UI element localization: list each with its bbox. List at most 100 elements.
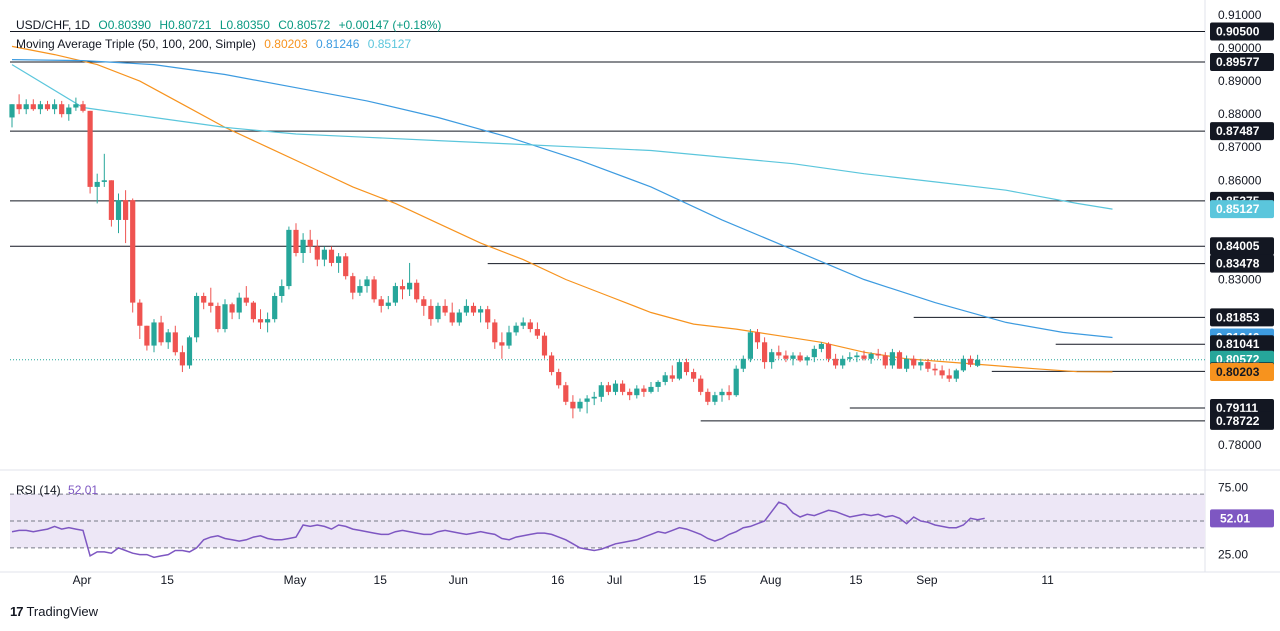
candle-body bbox=[598, 385, 604, 397]
price-level-label: 0.87487 bbox=[1216, 124, 1260, 138]
candle bbox=[407, 262, 413, 296]
price-level-tag: 0.87487 bbox=[1210, 122, 1274, 141]
candle bbox=[421, 295, 427, 316]
candle-body bbox=[534, 329, 540, 336]
candle-body bbox=[151, 322, 157, 346]
candle-body bbox=[236, 297, 242, 313]
candle bbox=[236, 292, 242, 320]
price-level-label: 0.80203 bbox=[1216, 365, 1260, 379]
candle-body bbox=[655, 381, 661, 387]
candle-body bbox=[790, 355, 796, 359]
candle-body bbox=[123, 200, 129, 220]
candle-body bbox=[776, 352, 782, 356]
candle-body bbox=[911, 358, 917, 366]
rsi-last-tag: 52.01 bbox=[1210, 509, 1274, 528]
candle-body bbox=[30, 104, 36, 110]
candle bbox=[492, 319, 498, 349]
candle-body bbox=[875, 353, 881, 356]
candle bbox=[265, 312, 271, 333]
candle bbox=[73, 97, 79, 111]
candle-body bbox=[463, 305, 469, 313]
candle bbox=[208, 287, 214, 313]
candle-body bbox=[9, 104, 15, 118]
candle-body bbox=[627, 391, 633, 396]
candle bbox=[534, 322, 540, 339]
candle-body bbox=[634, 388, 640, 396]
candle bbox=[783, 350, 789, 363]
candle bbox=[655, 380, 661, 392]
candle-body bbox=[137, 302, 143, 326]
candle-body bbox=[392, 286, 398, 303]
price-level-tag-bg bbox=[1210, 200, 1274, 219]
candle-body bbox=[506, 332, 512, 346]
candle-body bbox=[669, 375, 675, 379]
price-level-label: 0.90500 bbox=[1216, 24, 1260, 38]
price-level-label: 0.81853 bbox=[1216, 310, 1260, 324]
candle-body bbox=[769, 352, 775, 363]
candle-body bbox=[208, 302, 214, 306]
candle-body bbox=[918, 362, 924, 366]
candle-body bbox=[584, 398, 590, 402]
candle bbox=[87, 110, 93, 194]
candle bbox=[627, 388, 633, 401]
candles bbox=[9, 94, 981, 419]
candle bbox=[790, 352, 796, 366]
candle-body bbox=[705, 391, 711, 402]
candle bbox=[712, 391, 718, 406]
candle-body bbox=[492, 322, 498, 343]
candle-body bbox=[194, 295, 200, 338]
price-tick-label: 0.87000 bbox=[1218, 140, 1262, 154]
candle-body bbox=[357, 286, 363, 293]
low-value: L0.80350 bbox=[219, 18, 270, 32]
time-tick-label: Jul bbox=[607, 573, 622, 587]
candle-body bbox=[378, 299, 384, 306]
candle bbox=[960, 355, 966, 373]
candle-body bbox=[314, 246, 320, 260]
candle-body bbox=[307, 239, 313, 247]
candle-body bbox=[407, 282, 413, 290]
candle-body bbox=[925, 362, 931, 369]
candle bbox=[889, 348, 895, 369]
candle-body bbox=[605, 385, 611, 392]
candle bbox=[243, 286, 249, 306]
candle bbox=[861, 350, 867, 361]
candle bbox=[23, 99, 29, 115]
candle bbox=[769, 348, 775, 369]
price-tick-label: 0.86000 bbox=[1218, 173, 1262, 187]
candle bbox=[967, 355, 974, 368]
candle bbox=[939, 365, 945, 379]
candle-body bbox=[691, 372, 697, 379]
candle-body bbox=[364, 279, 370, 287]
tradingview-logo[interactable]: 17 TradingView bbox=[10, 604, 98, 619]
candle bbox=[975, 354, 981, 368]
price-level-tag: 0.83478 bbox=[1210, 254, 1274, 273]
candle bbox=[591, 391, 597, 406]
candle-body bbox=[286, 229, 292, 287]
candle-body bbox=[811, 348, 817, 358]
candle-body bbox=[37, 104, 43, 110]
price-level-tag: 0.90500 bbox=[1210, 22, 1274, 41]
candle-body bbox=[186, 337, 193, 366]
candle bbox=[676, 358, 682, 381]
price-tick-label: 0.78000 bbox=[1218, 438, 1262, 452]
candle-body bbox=[435, 305, 441, 320]
candle-body bbox=[762, 342, 768, 363]
price-level-label: 0.81041 bbox=[1216, 337, 1260, 351]
candle-body bbox=[754, 332, 761, 343]
candle bbox=[932, 363, 938, 376]
candle-body bbox=[16, 104, 22, 110]
candle bbox=[541, 332, 548, 359]
candle bbox=[918, 358, 924, 371]
candle bbox=[747, 329, 753, 363]
price-level-tag: 0.81853 bbox=[1210, 308, 1274, 327]
candle-body bbox=[73, 104, 79, 108]
time-tick-label: 15 bbox=[849, 573, 863, 587]
candle bbox=[911, 355, 917, 369]
candle bbox=[563, 381, 569, 406]
candle-body bbox=[343, 256, 349, 277]
candle bbox=[875, 348, 881, 359]
candle bbox=[478, 305, 484, 323]
candle-body bbox=[499, 342, 505, 346]
candle-body bbox=[222, 304, 228, 330]
price-tick-label: 0.89000 bbox=[1218, 74, 1262, 88]
